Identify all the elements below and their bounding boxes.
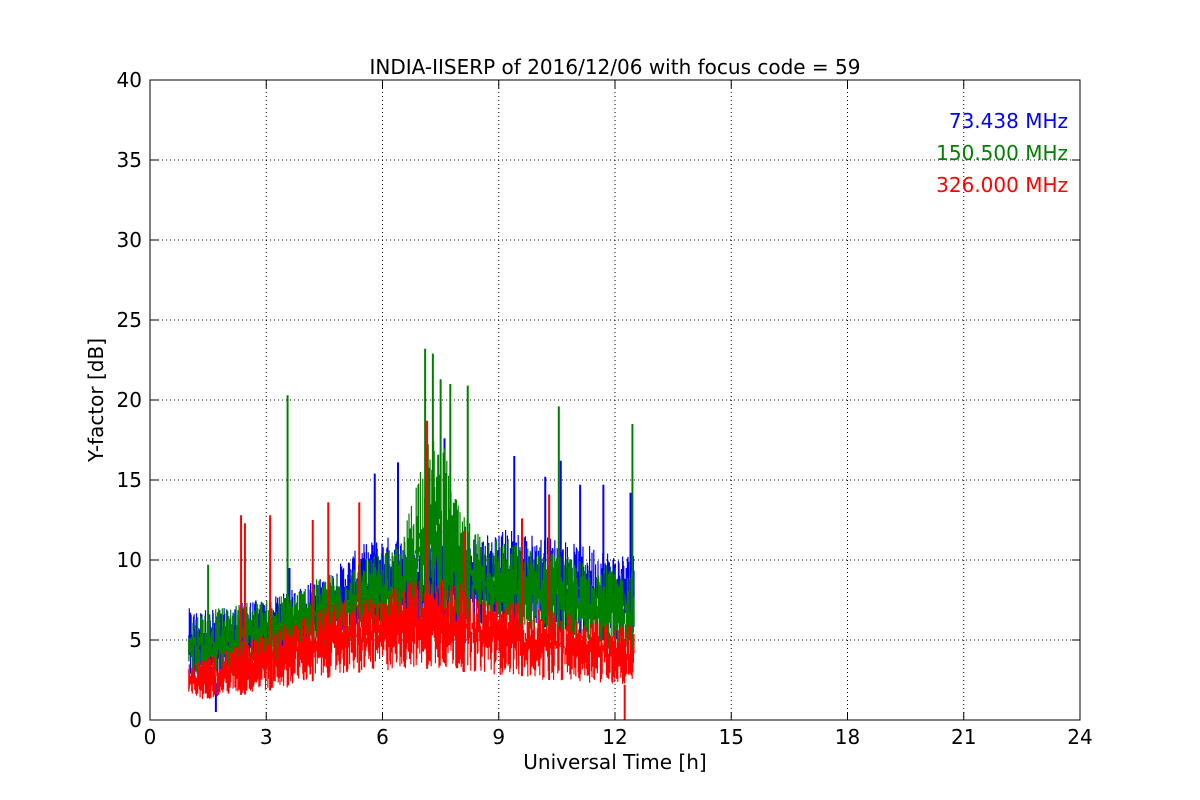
- x-tick-label: 15: [719, 725, 744, 749]
- x-tick-label: 0: [144, 725, 157, 749]
- y-tick-label: 20: [117, 388, 142, 412]
- x-tick-label: 21: [951, 725, 976, 749]
- x-axis-label: Universal Time [h]: [523, 750, 706, 774]
- y-tick-label: 10: [117, 548, 142, 572]
- y-tick-label: 40: [117, 68, 142, 92]
- y-tick-label: 30: [117, 228, 142, 252]
- y-tick-label: 5: [129, 628, 142, 652]
- chart-title: INDIA-IISERP of 2016/12/06 with focus co…: [370, 55, 861, 79]
- series-layer: [188, 348, 635, 720]
- series-trace: [188, 579, 635, 700]
- y-tick-label: 0: [129, 708, 142, 732]
- x-tick-label: 24: [1067, 725, 1092, 749]
- legend-entry: 73.438 MHz: [949, 109, 1068, 133]
- y-tick-label: 15: [117, 468, 142, 492]
- series-3: [188, 420, 635, 720]
- legend-entry: 326.000 MHz: [936, 173, 1068, 197]
- axis-ticks: 0 3 6 9 12 15 18 21 24 0 5 10 15 20 25 30 35 40: [117, 68, 1093, 749]
- x-tick-label: 18: [835, 725, 860, 749]
- x-tick-label: 9: [492, 725, 505, 749]
- legend: 73.438 MHz 150.500 MHz 326.000 MHz: [936, 109, 1068, 197]
- y-tick-label: 25: [117, 308, 142, 332]
- legend-entry: 150.500 MHz: [936, 141, 1068, 165]
- y-axis-label: Y-factor [dB]: [84, 338, 108, 463]
- x-tick-label: 12: [602, 725, 627, 749]
- series-2: [188, 348, 635, 680]
- x-tick-label: 6: [376, 725, 389, 749]
- x-tick-label: 3: [260, 725, 273, 749]
- y-tick-label: 35: [117, 148, 142, 172]
